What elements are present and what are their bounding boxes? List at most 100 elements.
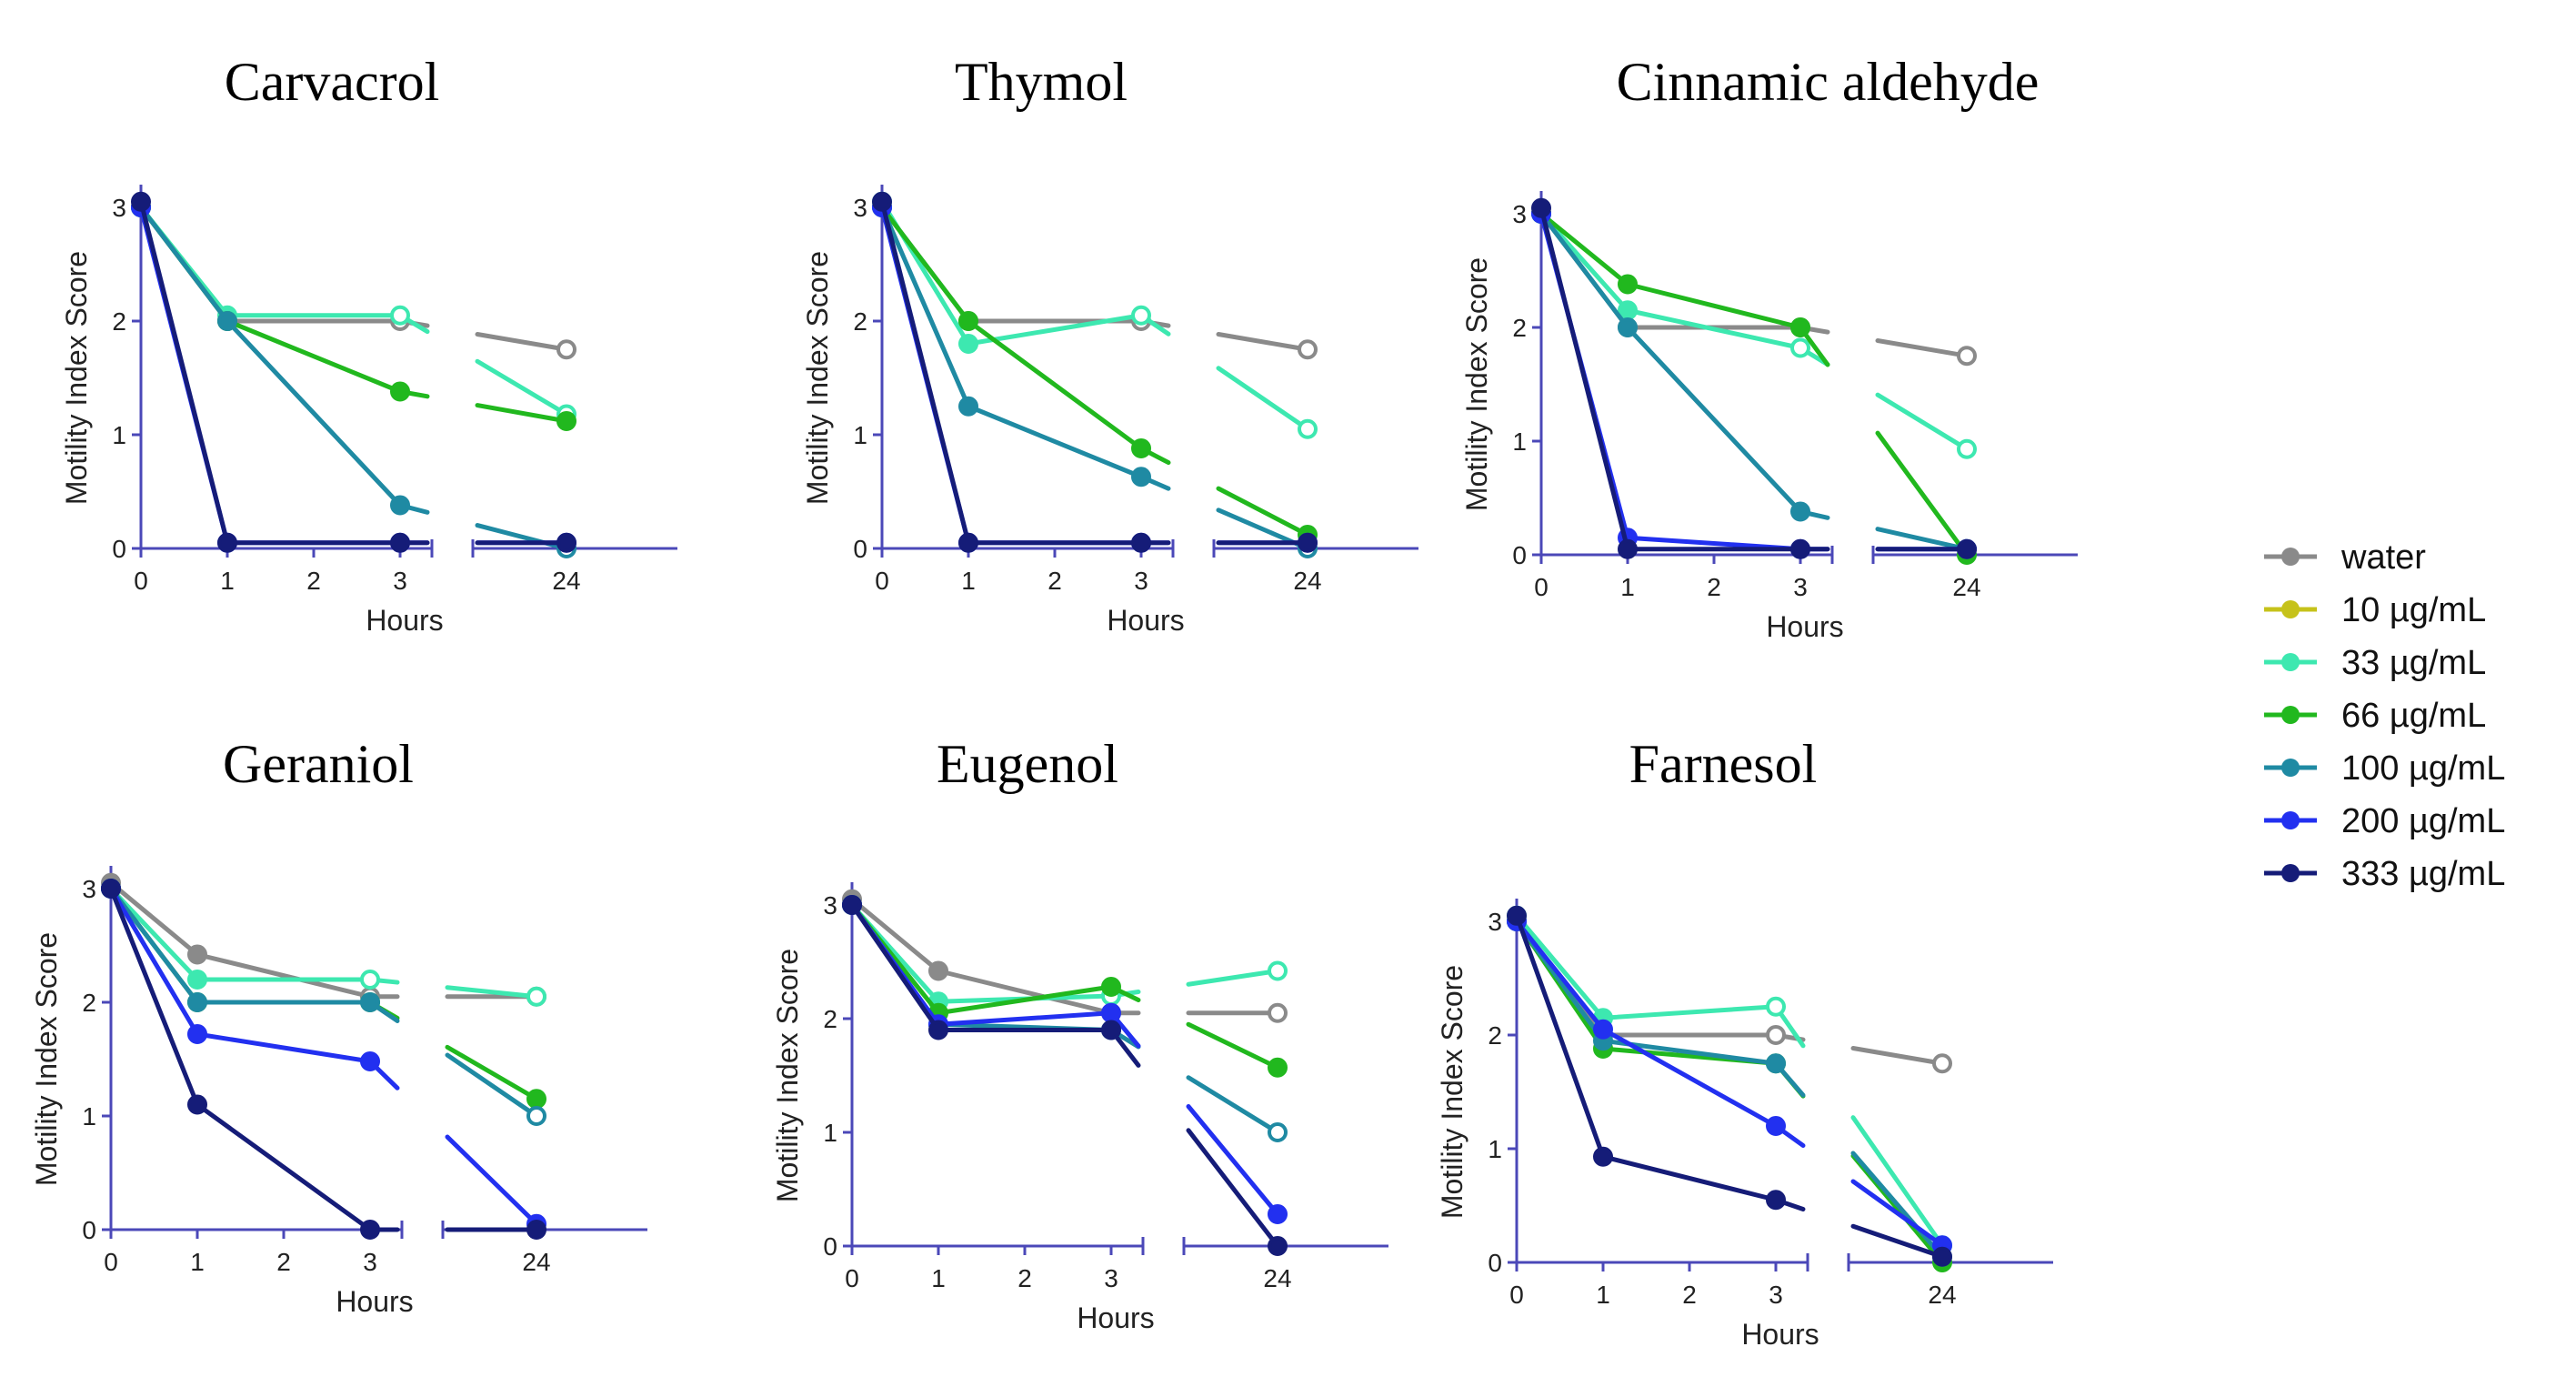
- x-tick-label: 2: [1017, 1264, 1032, 1292]
- y-tick-label: 1: [1488, 1135, 1502, 1163]
- panel-title: Farnesol: [1629, 734, 1818, 794]
- y-tick-label: 2: [112, 307, 126, 336]
- x-tick-label: 24: [1263, 1264, 1291, 1292]
- legend-label: 333 µg/mL: [2341, 855, 2505, 893]
- series-66-ug-ml: [872, 197, 1318, 545]
- y-tick-label: 2: [1488, 1021, 1502, 1050]
- y-tick-label: 3: [1512, 200, 1527, 228]
- y-tick-label: 0: [823, 1232, 837, 1261]
- series-66-ug-ml: [1531, 204, 1977, 565]
- series-segment: [1600, 1004, 1779, 1020]
- data-point: [187, 944, 207, 965]
- series-segment: [1875, 338, 1970, 358]
- x-tick-label: 24: [1293, 567, 1321, 595]
- data-point: [1593, 1019, 1613, 1040]
- x-tick-label: 1: [220, 567, 235, 595]
- y-tick-label: 2: [82, 989, 96, 1017]
- series-333-ug-ml: [1507, 905, 1952, 1267]
- series-water: [872, 197, 1318, 360]
- y-tick-label: 1: [823, 1119, 837, 1147]
- series-segment: [1875, 527, 1970, 552]
- x-axis-label: Hours: [366, 604, 443, 637]
- series-200-ug-ml: [872, 197, 1318, 553]
- series-100-ug-ml: [842, 895, 1288, 1142]
- series-segment: [475, 358, 569, 417]
- series-segment: [1186, 1021, 1280, 1070]
- data-point: [1932, 1246, 1952, 1267]
- data-point: [1131, 438, 1151, 458]
- series-segment: [849, 902, 941, 1032]
- series-segment: [1625, 282, 1803, 330]
- series-segment: [1539, 211, 1630, 286]
- data-point: [872, 191, 892, 212]
- series-water: [1531, 204, 1977, 367]
- series-segment: [1875, 392, 1970, 452]
- series-segment: [1186, 969, 1280, 987]
- series-segment: [1539, 206, 1630, 552]
- y-tick-label: 0: [853, 535, 867, 563]
- series-segment: [1514, 913, 1606, 1160]
- data-point: [360, 992, 380, 1012]
- panel-title: Thymol: [955, 52, 1128, 112]
- data-point: [1790, 337, 1810, 358]
- data-point: [958, 396, 978, 417]
- series-segment: [1539, 211, 1630, 330]
- legend-swatch-marker: [2281, 548, 2300, 566]
- data-point: [131, 191, 151, 212]
- panel-title: Eugenol: [937, 734, 1118, 794]
- data-point: [556, 339, 576, 360]
- series-segment: [1850, 1151, 1945, 1260]
- x-tick-label: 2: [1682, 1281, 1697, 1309]
- data-point: [1298, 339, 1318, 360]
- x-tick-label: 24: [1952, 573, 1980, 601]
- panel-title: Cinnamic aldehyde: [1617, 52, 2040, 112]
- data-point: [187, 970, 207, 990]
- data-point: [1298, 532, 1318, 553]
- data-point: [1790, 501, 1810, 522]
- legend-swatch-marker: [2281, 759, 2300, 777]
- data-point: [526, 1089, 546, 1110]
- y-axis-label: Motility Index Score: [1436, 965, 1468, 1219]
- series-segment: [108, 886, 200, 1037]
- data-point: [556, 532, 576, 553]
- panel-title: Geraniol: [223, 734, 414, 794]
- data-point: [101, 879, 121, 899]
- data-point: [390, 381, 410, 402]
- data-point: [1618, 274, 1638, 295]
- data-point: [1957, 438, 1977, 459]
- data-point: [1268, 1236, 1288, 1256]
- data-point: [1593, 1146, 1613, 1167]
- x-tick-label: 2: [1047, 567, 1062, 595]
- series-segment: [1625, 307, 1803, 350]
- series-100-ug-ml: [1531, 204, 1977, 559]
- panel-eugenol: Eugenol 0 1 2 3 0 1 2 3 24 Hours Motility Index Sco…: [771, 734, 1388, 1334]
- series-segment: [445, 1044, 539, 1101]
- series-segment: [966, 318, 1144, 451]
- series-segment: [475, 403, 569, 424]
- data-point: [842, 895, 862, 915]
- data-point: [360, 1220, 380, 1240]
- data-point: [1131, 305, 1151, 326]
- data-point: [217, 532, 237, 553]
- series-segment: [445, 1052, 539, 1119]
- data-point: [1766, 1190, 1786, 1211]
- legend-item-333-ug-ml: 333 µg/mL: [2264, 855, 2505, 893]
- y-tick-label: 1: [82, 1102, 96, 1131]
- series-33-ug-ml: [1531, 204, 1977, 459]
- series-segment: [1514, 913, 1606, 1020]
- series-segment: [1600, 1027, 1779, 1129]
- y-tick-label: 3: [823, 891, 837, 920]
- series-segment: [108, 886, 200, 1005]
- data-point: [360, 970, 380, 990]
- data-point: [1790, 538, 1810, 559]
- x-axis-label: Hours: [336, 1285, 413, 1318]
- series-segment: [936, 969, 1114, 1016]
- data-point: [1790, 317, 1810, 337]
- series-segment: [138, 199, 230, 546]
- series-segment: [475, 332, 569, 352]
- x-tick-label: 0: [1509, 1281, 1524, 1309]
- series-segment: [195, 952, 373, 1000]
- data-point: [187, 1024, 207, 1044]
- series-segment: [1850, 1115, 1945, 1248]
- data-point: [360, 1051, 380, 1071]
